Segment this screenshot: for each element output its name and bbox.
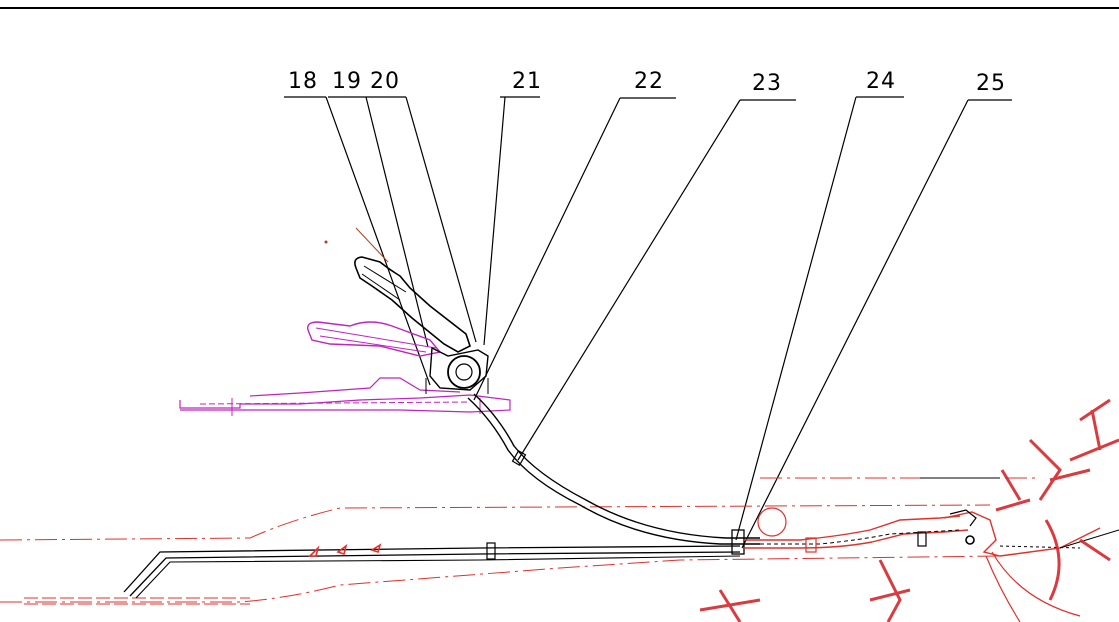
callout-22: 22: [634, 69, 664, 94]
rear-equalizer-assembly: [731, 477, 1119, 622]
callout-23: 23: [752, 71, 782, 96]
brake-cable: [123, 393, 760, 599]
watermark-seal: [699, 398, 1119, 622]
hand-brake-lever: [324, 227, 489, 394]
callout-18: 18: [288, 69, 318, 94]
callout-19: 19: [332, 69, 362, 94]
callout-21: 21: [512, 69, 542, 94]
callout-24: 24: [866, 69, 896, 94]
vehicle-centerlines: [0, 477, 1040, 605]
callout-labels: 18 19 20 21 22 23 24 25: [288, 69, 1006, 96]
leader-lines: [284, 96, 1012, 549]
callout-25: 25: [976, 71, 1006, 96]
ghost-lever-and-floor-panel: [179, 321, 511, 416]
callout-20: 20: [370, 69, 400, 94]
